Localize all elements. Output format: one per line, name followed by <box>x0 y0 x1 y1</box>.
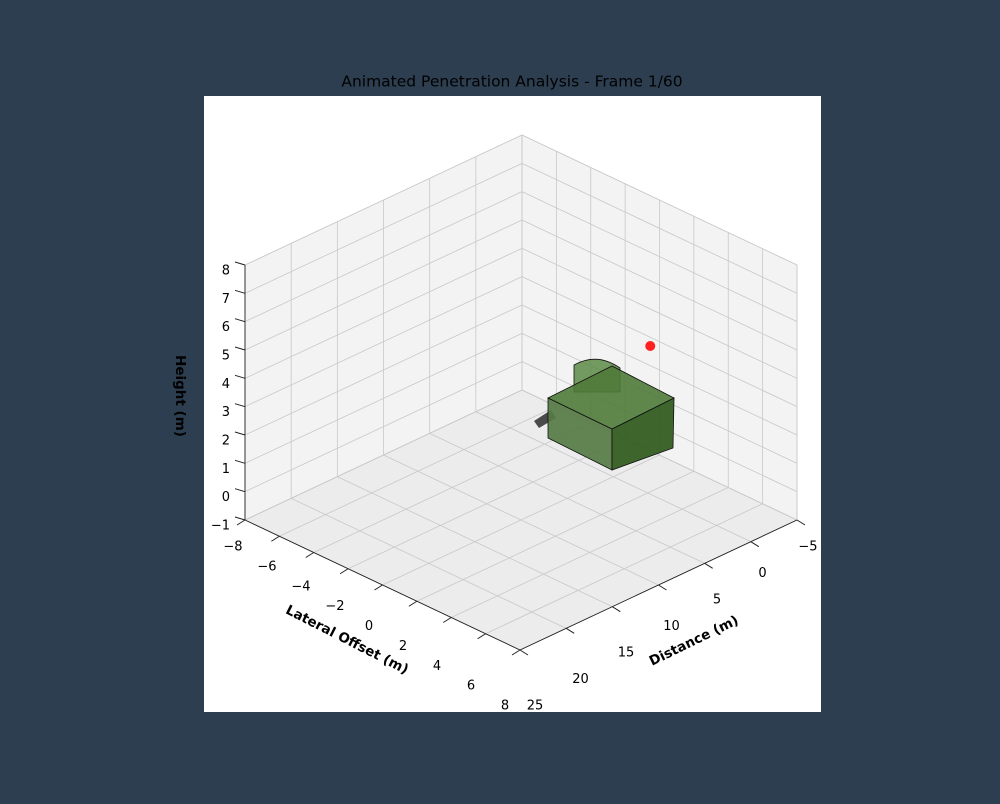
grid-line <box>244 191 523 323</box>
z-tick-mark <box>234 516 246 521</box>
y-tick-mark <box>442 617 452 623</box>
grid-line <box>347 438 626 570</box>
grid-line <box>244 361 523 493</box>
x-tick-label: 5 <box>713 593 721 608</box>
z-tick-label: 4 <box>222 377 230 392</box>
y-tick-label: 2 <box>399 639 407 654</box>
z-tick-mark <box>234 403 246 408</box>
x-tick-mark <box>519 649 529 656</box>
z-axis-label: Height (m) <box>172 355 188 437</box>
y-tick-label: 0 <box>365 619 373 634</box>
grid-line <box>521 276 798 408</box>
x-tick-mark <box>796 519 806 526</box>
x-tick-mark <box>704 562 713 569</box>
y-tick-mark <box>271 535 280 542</box>
z-tick-label: 0 <box>222 490 230 505</box>
z-tick-mark <box>234 374 246 379</box>
y-tick-label: −4 <box>291 579 310 594</box>
axes: −5 0 5 10 15 20 25 −8 −6 −4 −2 0 2 4 6 8 −1 0 1 2 3 4 5 6 7 8 <box>211 261 818 714</box>
y-tick-mark <box>236 519 246 526</box>
y-tick-label: −6 <box>257 559 276 574</box>
x-tick-label: 10 <box>663 619 680 634</box>
grid-line <box>521 219 798 351</box>
point <box>645 341 656 351</box>
grid-line <box>244 247 523 379</box>
grid-line <box>451 487 729 618</box>
y-tick-mark <box>305 552 315 558</box>
y-tick-mark <box>374 584 383 591</box>
y-tick-label: −2 <box>325 599 344 614</box>
z-tick-mark <box>234 289 246 294</box>
x-tick-label: 25 <box>527 699 544 714</box>
y-tick-mark <box>408 600 418 607</box>
z-tick-label: 6 <box>222 320 230 335</box>
z-tick-label: 7 <box>222 292 230 307</box>
z-tick-label: 1 <box>222 462 230 477</box>
grid-line <box>521 304 798 436</box>
x-tick-mark <box>658 584 667 591</box>
x-tick-label: −5 <box>798 540 817 555</box>
grid-line <box>313 422 591 553</box>
chart-title: Animated Penetration Analysis - Frame 1/… <box>341 73 682 91</box>
grid-line <box>521 162 798 294</box>
z-tick-mark <box>234 261 246 266</box>
x-tick-mark <box>750 541 760 548</box>
y-tick-mark <box>477 633 486 640</box>
z-tick-label: 5 <box>222 349 230 364</box>
grid-line <box>382 454 660 586</box>
grid-line <box>416 470 695 602</box>
grid-line <box>485 503 763 635</box>
x-tick-label: 15 <box>618 646 635 661</box>
grid-line <box>279 405 557 537</box>
x-tick-mark <box>565 627 575 634</box>
grid-line <box>244 389 523 521</box>
x-tick-label: 0 <box>758 566 766 581</box>
grid-line <box>244 332 523 464</box>
y-tick-label: −8 <box>223 540 242 555</box>
x-tick-mark <box>612 606 621 613</box>
y-tick-mark <box>511 649 521 656</box>
z-tick-mark <box>234 459 246 464</box>
y-tick-label: 6 <box>467 679 475 694</box>
grid-line <box>521 134 798 266</box>
z-tick-label: −1 <box>211 519 230 534</box>
y-tick-mark <box>339 568 349 575</box>
grid-line <box>521 191 798 323</box>
z-tick-mark <box>234 488 246 493</box>
grid-line <box>521 247 798 379</box>
grid-line <box>244 276 523 408</box>
z-tick-mark <box>234 318 246 323</box>
grid-line <box>244 219 523 351</box>
x-tick-label: 20 <box>572 672 589 687</box>
z-tick-label: 3 <box>222 405 230 420</box>
grid-line <box>244 162 523 294</box>
z-tick-mark <box>234 431 246 436</box>
tank-model <box>534 358 675 471</box>
grid-line <box>244 304 523 436</box>
z-tick-mark <box>234 346 246 351</box>
y-tick-label: 4 <box>433 659 441 674</box>
z-tick-label: 2 <box>222 434 230 449</box>
grid-line <box>244 134 523 266</box>
z-tick-label: 8 <box>222 264 230 279</box>
y-tick-label: 8 <box>501 699 509 714</box>
hull-top-face <box>547 365 675 430</box>
